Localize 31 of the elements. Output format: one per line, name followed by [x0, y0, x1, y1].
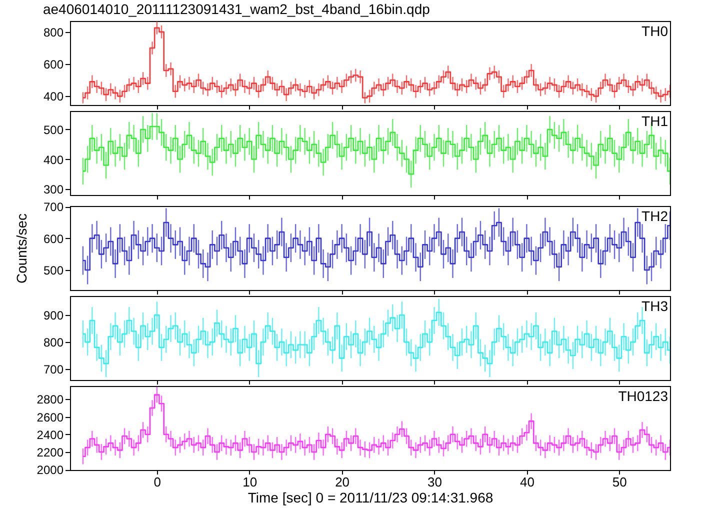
- y-tick-label: 2200: [36, 445, 64, 460]
- y-tick-label: 300: [43, 182, 64, 197]
- x-tick-label: 20: [335, 474, 350, 490]
- x-tick-label: 50: [612, 474, 627, 490]
- series-label: TH1: [642, 113, 668, 129]
- x-tick-label: 10: [242, 474, 258, 490]
- y-tick-label: 600: [43, 232, 64, 246]
- y-tick-label: 2000: [36, 463, 64, 478]
- text: TH0123: [618, 388, 668, 404]
- y-tick-label: 2800: [36, 392, 64, 407]
- series-label: TH2: [642, 208, 668, 224]
- y-tick-label: 400: [43, 90, 64, 104]
- x-tick-label: 40: [520, 474, 534, 490]
- series-label: TH3: [642, 298, 668, 314]
- y-tick-label: 600: [43, 58, 64, 72]
- y-tick-label: 500: [43, 264, 64, 278]
- y-axis-title: Counts/sec: [13, 213, 30, 284]
- x-tick-label: 30: [428, 474, 442, 490]
- y-tick-label: 500: [43, 122, 64, 137]
- y-tick-label: 800: [43, 336, 64, 350]
- y-tick-label: 400: [43, 152, 64, 167]
- y-tick-label: 900: [43, 308, 64, 323]
- x-tick-label: 0: [154, 474, 162, 490]
- y-tick-label: 2600: [36, 410, 64, 424]
- x-axis-title: Time [sec] 0 = 2011/11/23 09:14:31.968: [248, 490, 494, 506]
- y-tick-label: 700: [43, 200, 64, 214]
- y-tick-label: 700: [43, 362, 64, 376]
- y-tick-label: 800: [43, 25, 64, 40]
- chart-title: ae406014010_20111123091431_wam2_bst_4band_16bin.qdp: [42, 1, 430, 17]
- text: TH0: [642, 23, 668, 39]
- y-tick-label: 2400: [36, 428, 64, 442]
